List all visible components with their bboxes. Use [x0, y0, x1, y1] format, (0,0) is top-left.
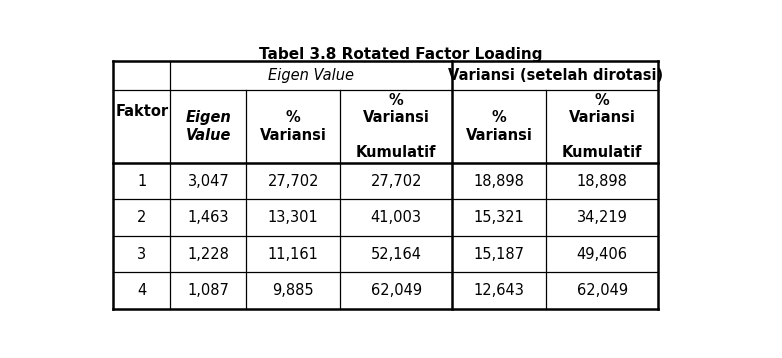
- Text: Eigen Value: Eigen Value: [268, 68, 354, 83]
- Text: 62,049: 62,049: [576, 283, 628, 298]
- Text: 13,301: 13,301: [267, 210, 318, 225]
- Text: 27,702: 27,702: [267, 174, 319, 189]
- Text: 3: 3: [137, 247, 146, 262]
- Text: %
Variansi

Kumulatif: % Variansi Kumulatif: [356, 93, 436, 160]
- Text: Tabel 3.8 Rotated Factor Loading: Tabel 3.8 Rotated Factor Loading: [259, 47, 543, 62]
- Text: 1,463: 1,463: [188, 210, 229, 225]
- Text: 1,228: 1,228: [188, 247, 229, 262]
- Text: 3,047: 3,047: [188, 174, 229, 189]
- Text: 9,885: 9,885: [272, 283, 314, 298]
- Text: 15,187: 15,187: [474, 247, 525, 262]
- Text: %
Variansi

Kumulatif: % Variansi Kumulatif: [562, 93, 643, 160]
- Text: 18,898: 18,898: [577, 174, 628, 189]
- Text: %
Variansi: % Variansi: [466, 110, 533, 142]
- Text: 1: 1: [137, 174, 146, 189]
- Text: 62,049: 62,049: [371, 283, 421, 298]
- Text: 1,087: 1,087: [188, 283, 229, 298]
- Text: 4: 4: [137, 283, 146, 298]
- Text: 49,406: 49,406: [577, 247, 628, 262]
- Text: Faktor: Faktor: [115, 105, 168, 119]
- Text: Eigen
Value: Eigen Value: [185, 110, 231, 142]
- Text: 18,898: 18,898: [474, 174, 525, 189]
- Text: 34,219: 34,219: [577, 210, 628, 225]
- Text: %
Variansi: % Variansi: [260, 110, 327, 142]
- Text: 11,161: 11,161: [267, 247, 318, 262]
- Text: 15,321: 15,321: [474, 210, 525, 225]
- Text: Variansi (setelah dirotasi): Variansi (setelah dirotasi): [448, 68, 663, 83]
- Text: 12,643: 12,643: [474, 283, 525, 298]
- Text: 52,164: 52,164: [371, 247, 421, 262]
- Text: 41,003: 41,003: [371, 210, 421, 225]
- Text: 2: 2: [137, 210, 146, 225]
- Text: 27,702: 27,702: [371, 174, 422, 189]
